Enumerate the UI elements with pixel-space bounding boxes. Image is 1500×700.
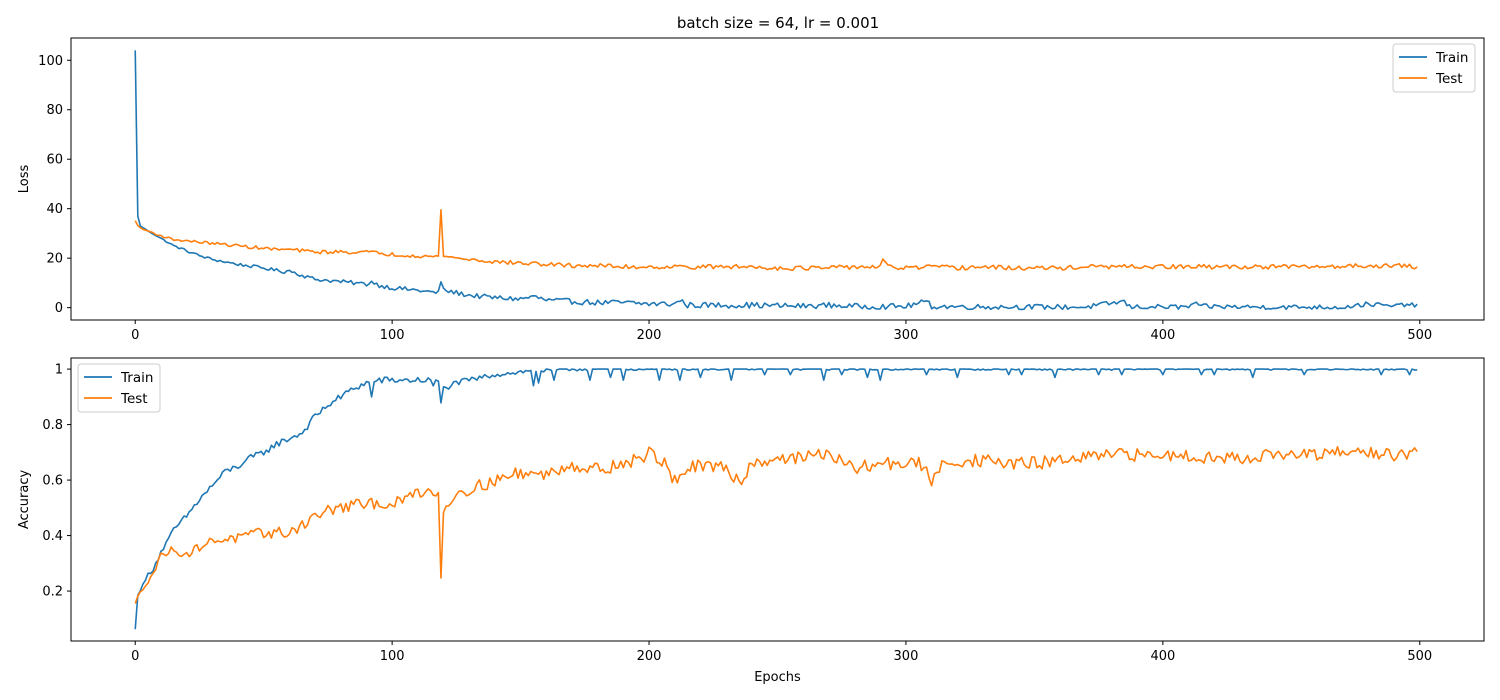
y-tick-label: 0.2 [42,585,63,600]
x-tick-label: 0 [131,649,139,664]
x-tick-label: 300 [894,649,919,664]
legend-box [77,363,161,413]
y-tick-label: 0 [55,301,63,316]
y-tick-label: 40 [46,202,63,217]
x-tick-label: 500 [1407,328,1432,343]
y-tick-label: 80 [46,103,63,118]
y-tick-label: 0.8 [42,418,63,433]
y-axis-label: Accuracy [17,470,32,530]
legend-label-test: Test [120,391,148,407]
series-line-train [134,368,1418,630]
series-line-test [134,445,1418,604]
y-axis-label: Loss [17,165,32,194]
axes-frame [70,357,1485,642]
x-tick-label: 200 [637,328,662,343]
legend-label-train: Train [1435,50,1468,66]
y-tick-label: 20 [46,252,63,267]
series-line-train [134,50,1418,311]
legend-label-test: Test [1435,71,1463,87]
x-tick-label: 300 [894,328,919,343]
legend: Train Test [77,363,161,413]
y-tick-label: 100 [38,54,63,69]
y-tick-label: 0.6 [42,474,63,489]
y-tick-label: 60 [46,153,63,168]
legend-box [1392,43,1476,93]
legend: Train Test [1392,43,1476,93]
x-tick-label: 0 [131,328,139,343]
y-tick-label: 0.4 [42,529,63,544]
subplot-accuracy: 0 100 200 300 400 500 0.2 0.4 0.6 0.8 1 Accuracy Epo… [17,357,1485,685]
x-tick-label: 500 [1407,649,1432,664]
subplot-loss: 0 100 200 300 400 500 0 20 40 60 80 100 Loss Train Tes… [17,37,1485,343]
axes-frame [70,37,1485,321]
x-tick-label: 100 [380,649,405,664]
x-tick-label: 200 [637,649,662,664]
y-tick-label: 1 [55,363,63,378]
x-tick-label: 400 [1150,328,1175,343]
series-line-test [134,208,1418,272]
figure-title: batch size = 64, lr = 0.001 [677,14,879,32]
x-axis-label: Epochs [754,670,801,685]
x-tick-label: 400 [1150,649,1175,664]
x-tick-label: 100 [380,328,405,343]
legend-label-train: Train [120,370,153,386]
